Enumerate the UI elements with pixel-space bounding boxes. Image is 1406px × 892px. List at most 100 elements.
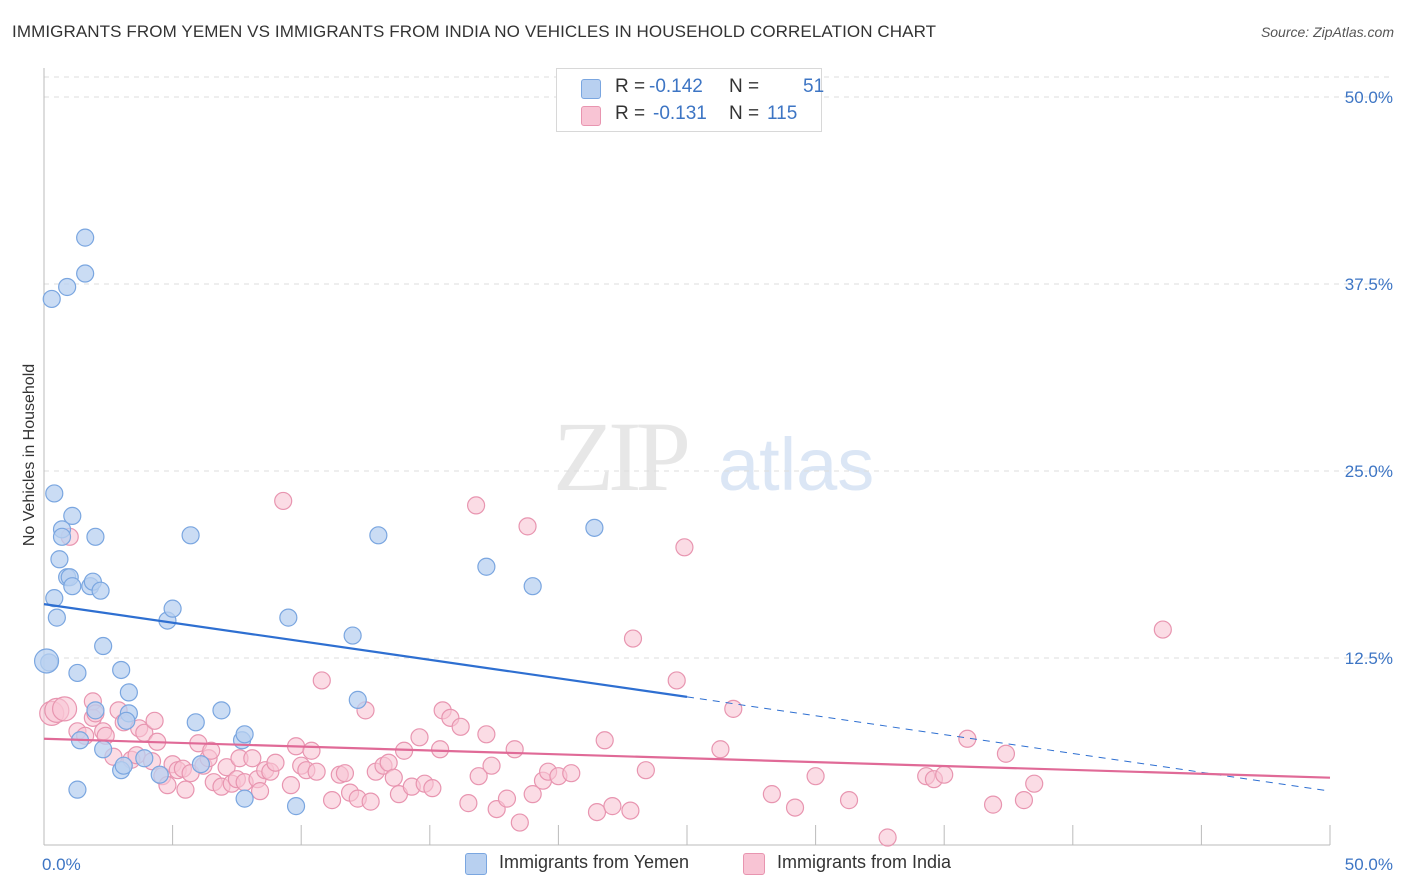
trend-lines [43, 603, 1331, 792]
legend-n-value-india: 115 [767, 103, 798, 124]
yemen-point [348, 690, 367, 709]
india-point [505, 740, 524, 759]
india-point [322, 791, 342, 810]
india-point [785, 798, 805, 817]
yemen-point [523, 577, 542, 596]
india-point [451, 717, 470, 736]
india-point [145, 711, 164, 730]
bottom-legend-yemen-label: Immigrants from Yemen [499, 852, 690, 872]
yemen-point [45, 484, 64, 503]
india-point [477, 725, 496, 744]
yemen-point [163, 599, 182, 618]
y-axis-label: No Vehicles in Household [21, 364, 38, 546]
india-point [1014, 791, 1034, 810]
india-point [430, 740, 450, 759]
chart-source: Source: ZipAtlas.com [1260, 24, 1394, 40]
yemen-point [63, 577, 82, 596]
india-point [636, 761, 655, 780]
watermark: ZIP atlas [553, 401, 874, 512]
yemen-point [94, 636, 113, 656]
india-point [587, 802, 607, 822]
india-point [518, 517, 537, 536]
legend-r-label: R = [615, 76, 646, 97]
yemen-point [58, 277, 77, 297]
india-trend-line [43, 737, 1331, 779]
gridlines [44, 76, 1392, 659]
yemen-point [112, 660, 131, 680]
india-point [523, 785, 542, 804]
india-point [595, 731, 614, 750]
axes [43, 68, 1331, 846]
india-point [202, 741, 221, 760]
india-point [497, 789, 517, 808]
yemen-point [91, 581, 110, 600]
india-point [361, 792, 380, 811]
yemen-point [186, 713, 205, 732]
watermark-zip: ZIP [553, 401, 687, 512]
india-points [39, 491, 1172, 847]
legend-r-value-india: -0.131 [653, 103, 707, 124]
india-point [312, 671, 331, 690]
india-point [562, 764, 581, 783]
yemen-point [191, 755, 210, 774]
yemen-point [63, 506, 82, 525]
india-point [983, 795, 1003, 814]
india-point [250, 782, 270, 801]
india-point [307, 762, 326, 781]
india-point [482, 756, 501, 775]
yemen-point [68, 663, 87, 683]
legend-n-value-yemen: 51 [803, 76, 825, 97]
india-point [469, 767, 488, 786]
legend-row-yemen: R = -0.142 N = 51 [557, 74, 825, 100]
legend-r-label: R = [615, 103, 646, 124]
legend-n-label: N = [729, 103, 760, 124]
india-point [1025, 774, 1044, 793]
yemen-point [114, 756, 133, 775]
yemen-point [52, 527, 72, 546]
yemen-point [343, 626, 362, 645]
bottom-legend-india-label: Immigrants from India [777, 852, 952, 872]
india-point [878, 828, 897, 847]
legend-row-india: R = -0.131 N = 115 [557, 101, 821, 127]
india-point [711, 740, 730, 759]
india-point [302, 741, 321, 760]
chart-title: IMMIGRANTS FROM YEMEN VS IMMIGRANTS FROM… [12, 22, 937, 41]
india-point [274, 491, 293, 511]
yemen-point [286, 797, 306, 816]
y-tick-label: 37.5% [1345, 275, 1393, 294]
india-point [623, 629, 643, 648]
yemen-point [117, 711, 136, 730]
yemen-point [33, 648, 60, 674]
yemen-point [135, 749, 154, 768]
yemen-point [47, 608, 66, 627]
yemen-point [585, 518, 604, 537]
india-point [996, 744, 1016, 763]
india-point [281, 776, 301, 795]
yemen-points [33, 228, 604, 816]
india-point [335, 764, 355, 783]
yemen-point [150, 765, 169, 784]
india-point [266, 753, 285, 772]
india-point [423, 779, 442, 798]
yemen-point [86, 527, 105, 546]
yemen-point [235, 789, 254, 808]
x-tick-labels: 0.0% 50.0% [42, 855, 1393, 874]
india-swatch [581, 106, 601, 126]
india-swatch [743, 853, 765, 875]
yemen-point [86, 701, 105, 720]
india-point [410, 728, 429, 747]
india-point [1153, 620, 1172, 639]
yemen-point [235, 725, 254, 744]
yemen-point [94, 740, 113, 759]
yemen-point [279, 608, 298, 627]
yemen-trend-extension [686, 696, 1331, 792]
india-point [51, 696, 78, 722]
yemen-point [42, 289, 61, 309]
yemen-point [181, 526, 200, 545]
x-tick-label: 50.0% [1345, 855, 1393, 874]
yemen-swatch [465, 853, 487, 875]
legend-n-label: N = [729, 76, 760, 97]
india-point [621, 801, 640, 820]
india-point [176, 780, 195, 799]
